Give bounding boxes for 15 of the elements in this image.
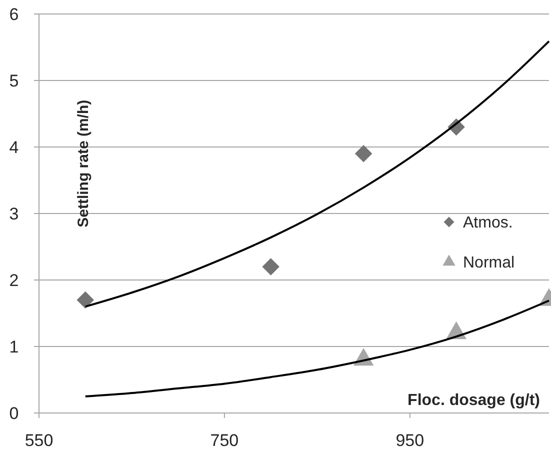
y-tick-label: 3 <box>9 204 19 224</box>
y-tick-label: 4 <box>9 138 19 157</box>
x-axis-title: Floc. dosage (g/t) <box>408 392 540 409</box>
legend-label: Atmos. <box>463 214 513 232</box>
y-tick-label: 0 <box>9 404 19 423</box>
y-axis-title: Settling rate (m/h) <box>75 100 92 228</box>
y-tick-label: 5 <box>9 71 19 90</box>
x-tick-label: 750 <box>210 431 239 450</box>
y-tick-label: 1 <box>9 337 19 356</box>
x-tick-label: 550 <box>24 431 54 450</box>
y-tick-label: 2 <box>9 270 19 290</box>
point <box>354 145 372 162</box>
legend-label: Normal <box>463 254 515 272</box>
y-tick-label: 6 <box>9 4 19 24</box>
x-tick-label: 950 <box>396 431 424 450</box>
